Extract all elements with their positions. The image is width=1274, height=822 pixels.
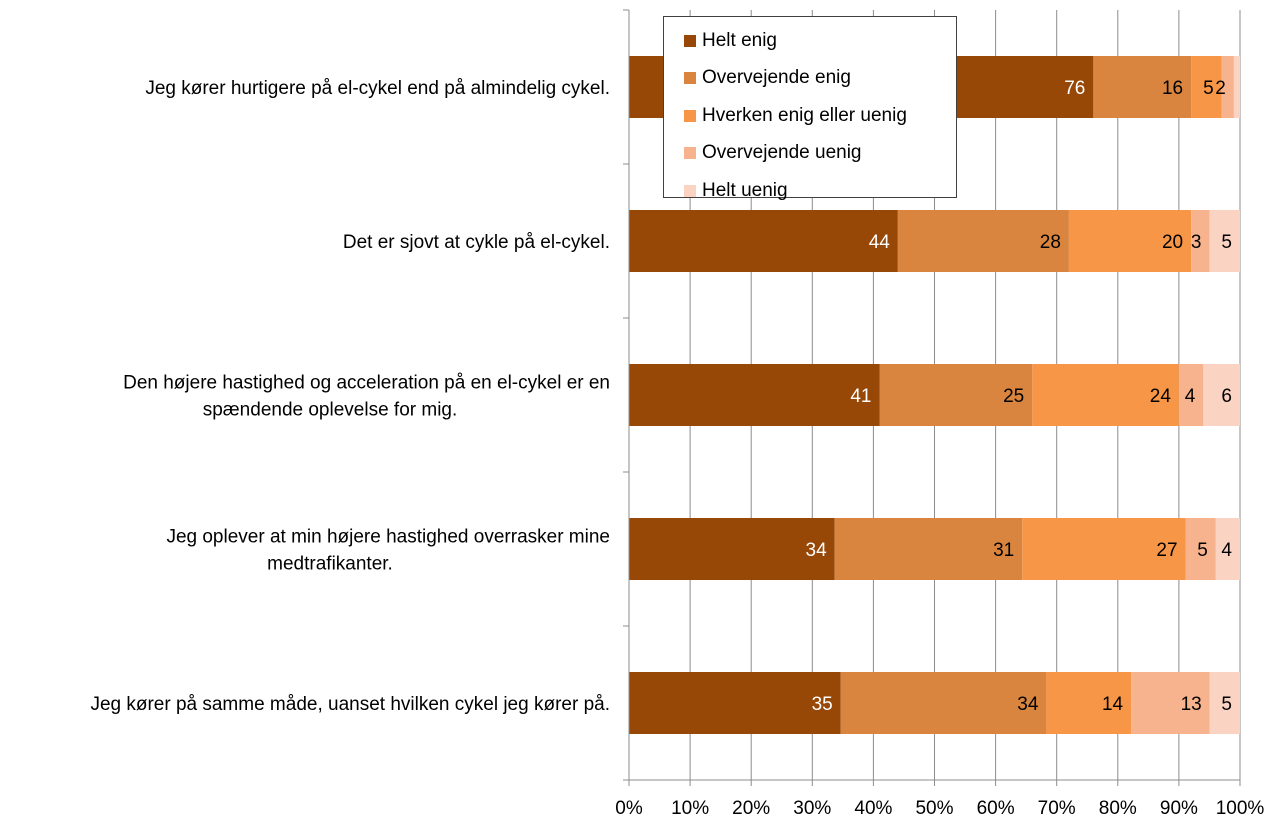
legend-label: Helt enig	[702, 29, 777, 51]
x-tick-label: 0%	[615, 798, 643, 819]
x-tick-label: 50%	[915, 798, 953, 819]
data-label: 4	[1221, 540, 1232, 561]
category-label-line: Jeg kører på samme måde, uanset hvilken …	[90, 694, 610, 715]
bar-segment	[629, 364, 880, 426]
x-tick-label: 100%	[1216, 798, 1265, 819]
bar-segment	[879, 364, 1033, 426]
data-label: 5	[1221, 232, 1232, 253]
legend-swatch	[684, 147, 696, 160]
data-label: 13	[1181, 694, 1202, 715]
legend-swatch	[684, 72, 696, 85]
bar-segment	[834, 518, 1023, 580]
category-label: Det er sjovt at cykle på el-cykel.	[343, 232, 610, 253]
legend-item: Helt enig	[684, 22, 956, 60]
category-label-line: Det er sjovt at cykle på el-cykel.	[343, 232, 610, 253]
legend-swatch	[684, 34, 696, 47]
data-label: 34	[806, 540, 828, 561]
bar-segment	[629, 672, 841, 734]
bar-segment	[629, 518, 835, 580]
data-label: 5	[1203, 78, 1214, 99]
legend-item: Overvejende enig	[684, 60, 956, 98]
bar-segment	[1191, 56, 1222, 118]
legend-label: Overvejende uenig	[702, 142, 862, 164]
category-label: Den højere hastighed og acceleration på …	[123, 373, 610, 421]
legend-label: Overvejende enig	[702, 67, 851, 89]
data-label: 27	[1156, 540, 1177, 561]
legend-item: Overvejende uenig	[684, 135, 956, 173]
bar-segment	[1209, 210, 1240, 272]
data-label: 41	[850, 386, 871, 407]
bar-segment	[840, 672, 1047, 734]
data-label: 35	[812, 694, 833, 715]
bar-segment	[1022, 518, 1186, 580]
bar-segment	[1068, 210, 1192, 272]
category-label-line: spændende oplevelse for mig.	[203, 400, 458, 421]
data-label: 5	[1197, 540, 1208, 561]
data-label: 4	[1185, 386, 1196, 407]
legend: Helt enig Overvejende enig Hverken enig el…	[663, 16, 957, 201]
data-label: 76	[1064, 78, 1085, 99]
bar-segment	[1185, 518, 1216, 580]
category-label-line: Den højere hastighed og acceleration på …	[123, 373, 610, 394]
bar-segment	[1046, 672, 1132, 734]
category-label: Jeg oplever at min højere hastighed over…	[166, 527, 610, 575]
data-label: 28	[1040, 232, 1061, 253]
data-label: 31	[993, 540, 1014, 561]
bar-segment	[1032, 364, 1179, 426]
bar-segment	[1191, 210, 1210, 272]
x-tick-label: 10%	[671, 798, 709, 819]
data-label: 2	[1215, 78, 1226, 99]
data-label: 34	[1017, 694, 1039, 715]
x-tick-label: 30%	[793, 798, 831, 819]
legend-item: Helt uenig	[684, 172, 956, 210]
data-label: 20	[1162, 232, 1183, 253]
data-label: 24	[1150, 386, 1172, 407]
legend-label: Hverken enig eller uenig	[702, 104, 907, 126]
bar-segment	[629, 210, 898, 272]
legend-label: Helt uenig	[702, 179, 788, 201]
bar-segment	[1093, 56, 1192, 118]
data-label: 5	[1221, 694, 1232, 715]
bar-segment	[1221, 56, 1234, 118]
bar-segment	[1203, 364, 1240, 426]
legend-item: Hverken enig eller uenig	[684, 97, 956, 135]
data-label: 44	[869, 232, 891, 253]
category-label: Jeg kører hurtigere på el-cykel end på a…	[145, 78, 610, 99]
data-label: 3	[1191, 232, 1202, 253]
category-label-line: Jeg kører hurtigere på el-cykel end på a…	[145, 78, 610, 99]
bar-segment	[1209, 672, 1240, 734]
category-label-line: Jeg oplever at min højere hastighed over…	[166, 527, 610, 548]
data-label: 6	[1221, 386, 1232, 407]
bar-segment	[1215, 518, 1240, 580]
legend-swatch	[684, 109, 696, 122]
category-label-line: medtrafikanter.	[267, 554, 393, 575]
data-label: 16	[1162, 78, 1183, 99]
bar-segment	[1233, 56, 1240, 118]
x-tick-label: 90%	[1160, 798, 1198, 819]
data-label: 25	[1003, 386, 1024, 407]
x-tick-label: 20%	[732, 798, 770, 819]
data-label: 14	[1102, 694, 1124, 715]
bar-segment	[1131, 672, 1210, 734]
axes: 0% 10% 20% 30% 40% 50% 60% 70% 80% 90% 100%	[615, 9, 1265, 819]
legend-swatch	[684, 184, 696, 197]
bar-segment	[1178, 364, 1204, 426]
x-tick-label: 60%	[977, 798, 1015, 819]
category-label: Jeg kører på samme måde, uanset hvilken …	[90, 694, 610, 715]
bar-segment	[897, 210, 1069, 272]
x-tick-label: 80%	[1099, 798, 1137, 819]
x-tick-label: 70%	[1038, 798, 1076, 819]
x-tick-label: 40%	[854, 798, 892, 819]
